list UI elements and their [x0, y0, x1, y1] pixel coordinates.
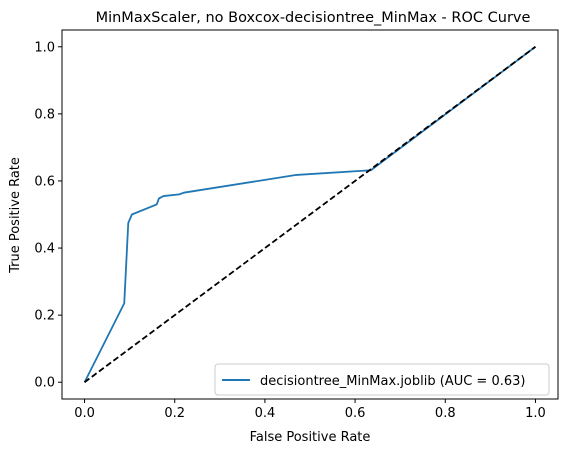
x-axis: 0.0 0.2 0.4 0.6 0.8 1.0 — [74, 399, 546, 421]
legend-entry-label: decisiontree_MinMax.joblib (AUC = 0.63) — [260, 374, 525, 389]
legend-box — [214, 363, 550, 396]
x-axis-label: False Positive Rate — [250, 430, 371, 445]
chart-title: MinMaxScaler, no Boxcox-decisiontree_Min… — [96, 10, 531, 26]
y-tick-label: 0.8 — [34, 107, 55, 122]
y-tick-label: 0.0 — [34, 376, 55, 391]
y-tick-label: 0.6 — [34, 174, 55, 189]
x-tick-label: 0.2 — [164, 406, 185, 421]
y-tick-label: 0.2 — [34, 309, 55, 324]
x-tick-label: 0.4 — [255, 406, 276, 421]
y-tick-label: 0.4 — [34, 242, 55, 257]
plot-frame — [61, 29, 559, 400]
y-axis: 0.0 0.2 0.4 0.6 0.8 1.0 — [34, 40, 62, 391]
y-tick-label: 1.0 — [34, 40, 55, 55]
legend: decisiontree_MinMax.joblib (AUC = 0.63) — [214, 363, 550, 396]
x-tick-label: 0.8 — [435, 406, 456, 421]
x-tick-label: 0.6 — [345, 406, 366, 421]
roc-curve-line — [83, 46, 536, 383]
x-tick-label: 1.0 — [525, 406, 546, 421]
y-axis-label: True Positive Rate — [8, 157, 23, 274]
plot-area — [61, 29, 559, 400]
chance-line — [84, 46, 536, 383]
x-tick-label: 0.0 — [74, 406, 95, 421]
